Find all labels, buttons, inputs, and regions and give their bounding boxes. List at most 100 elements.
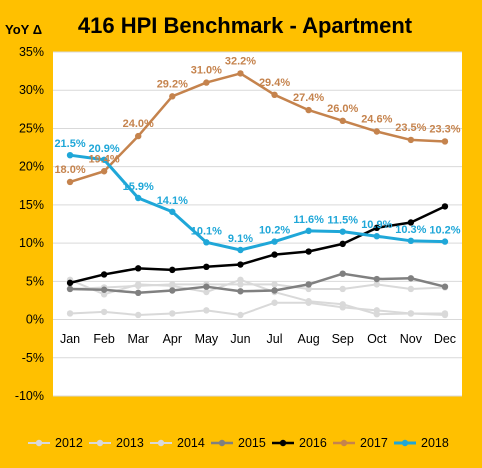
data-point-2017	[66, 178, 74, 186]
data-point-2017	[441, 138, 449, 145]
data-label-2018: 15.9%	[123, 181, 154, 193]
data-label-2017: 19.4%	[89, 153, 120, 165]
y-tick-label: 30%	[19, 83, 44, 97]
data-label-2018: 11.5%	[327, 215, 358, 227]
data-point-2016	[373, 224, 380, 232]
plot-area: -10% -5% 0% 5% 10% 15% 20% 25% 30% 35% Jan Feb Mar Ap…	[15, 45, 462, 403]
legend-label-2014: 2014	[177, 436, 205, 450]
data-point-2018	[169, 208, 176, 215]
data-point-2013	[373, 311, 380, 318]
data-point-2016	[66, 279, 74, 287]
y-tick-label: 0%	[26, 313, 44, 327]
x-tick-label: Aug	[298, 332, 320, 346]
data-point-2012	[135, 311, 142, 319]
data-point-2015	[271, 287, 278, 294]
data-point-2015	[169, 287, 176, 294]
data-point-2014	[135, 282, 142, 290]
x-tick-label: Dec	[434, 332, 456, 346]
data-point-2017	[407, 136, 415, 144]
y-tick-label: 10%	[19, 236, 44, 250]
data-point-2017	[305, 106, 312, 114]
data-label-2017: 23.5%	[395, 122, 426, 134]
data-point-2015	[305, 281, 312, 288]
data-point-2016	[100, 271, 108, 278]
data-point-2017	[237, 70, 244, 77]
data-point-2018	[407, 237, 415, 245]
data-point-2014	[373, 281, 380, 288]
data-point-2015	[66, 285, 74, 293]
data-label-2018: 11.6%	[293, 214, 324, 226]
data-label-2017: 23.3%	[429, 123, 460, 135]
data-point-2018	[271, 238, 278, 245]
data-point-2013	[203, 288, 210, 296]
data-point-2014	[407, 285, 415, 293]
data-point-2018	[66, 152, 74, 159]
data-point-2012	[169, 310, 176, 317]
data-label-2017: 29.4%	[259, 77, 290, 89]
data-point-2017	[271, 91, 278, 99]
data-point-2012	[66, 310, 74, 317]
data-label-2017: 27.4%	[293, 92, 324, 104]
series-line-2014	[69, 283, 446, 290]
y-tick-label: -10%	[15, 389, 44, 403]
data-label-2018: 10.2%	[259, 225, 290, 237]
data-point-2013	[339, 301, 346, 308]
data-label-2017: 24.0%	[123, 118, 154, 130]
legend-marker-2017	[340, 439, 348, 447]
legend-marker-2016	[279, 439, 287, 447]
data-label-2018: 14.1%	[157, 195, 188, 207]
legend-label-2013: 2013	[116, 436, 144, 450]
data-point-2015	[237, 288, 244, 295]
chart-title: 416 HPI Benchmark - Apartment	[78, 13, 413, 38]
data-point-2014	[271, 281, 278, 288]
data-label-2017: 29.2%	[157, 78, 188, 90]
data-point-2017	[339, 117, 346, 125]
legend-label-2015: 2015	[238, 436, 266, 450]
data-label-2017: 32.2%	[225, 55, 256, 67]
legend-label-2012: 2012	[55, 436, 83, 450]
data-point-2014	[305, 285, 312, 293]
data-point-2013	[407, 310, 415, 317]
legend: 2012 2013 2014 2015 2016 2017 2018	[28, 436, 449, 450]
y-tick-label: 5%	[26, 274, 44, 288]
data-point-2017	[169, 93, 176, 100]
data-point-2015	[135, 289, 142, 296]
data-point-2014	[339, 285, 346, 293]
x-tick-label: Nov	[400, 332, 423, 346]
data-point-2015	[441, 283, 449, 290]
data-label-2018: 9.1%	[228, 233, 253, 245]
data-label-2017: 18.0%	[54, 164, 85, 176]
legend-label-2018: 2018	[421, 436, 449, 450]
data-label-2017: 31.0%	[191, 65, 222, 77]
data-point-2016	[271, 251, 278, 258]
data-label-2018: 10.1%	[191, 225, 222, 237]
y-tick-label: 20%	[19, 160, 44, 174]
data-point-2016	[135, 265, 142, 272]
legend-marker-2013	[96, 439, 104, 447]
data-point-2013	[100, 291, 108, 298]
data-point-2018	[237, 246, 244, 254]
data-point-2015	[339, 270, 346, 277]
data-point-2018	[203, 239, 210, 246]
data-point-2015	[203, 283, 210, 290]
x-tick-label: Jul	[267, 332, 283, 346]
data-point-2016	[203, 263, 210, 271]
data-label-2017: 26.0%	[327, 103, 358, 115]
x-tick-label: Sep	[332, 332, 354, 346]
y-axis-label: YoY Δ	[5, 22, 42, 37]
data-point-2013	[237, 276, 244, 284]
x-tick-label: Jan	[60, 332, 80, 346]
legend-label-2016: 2016	[299, 436, 327, 450]
data-point-2016	[407, 219, 415, 226]
data-label-2017: 24.6%	[361, 114, 392, 126]
data-point-2017	[203, 79, 210, 86]
data-label-2018: 20.9%	[89, 143, 120, 155]
data-point-2016	[305, 248, 312, 255]
legend-marker-2018	[401, 439, 409, 447]
data-label-2018: 21.5%	[54, 138, 85, 150]
series-line-2018	[69, 153, 445, 252]
data-point-2018	[100, 156, 108, 163]
data-point-2012	[271, 299, 278, 306]
x-tick-label: Oct	[367, 332, 387, 346]
x-tick-label: Feb	[93, 332, 115, 346]
